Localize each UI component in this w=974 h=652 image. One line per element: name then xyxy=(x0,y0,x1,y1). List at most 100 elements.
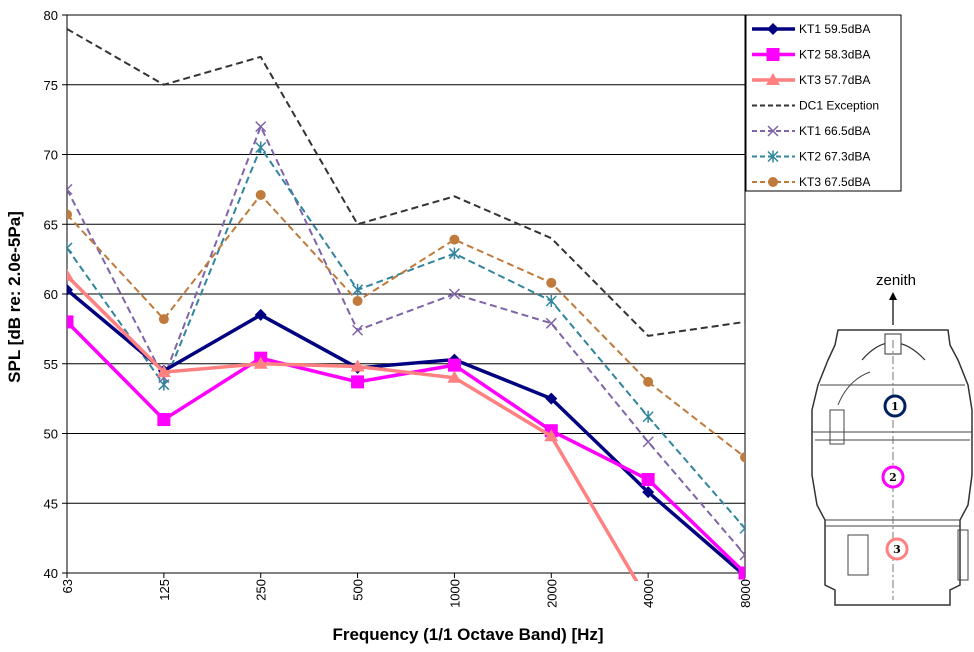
series-kt3-57-7dba xyxy=(67,268,639,581)
series-line-kt3-67-5dba xyxy=(67,193,745,459)
legend: KT1 59.5dBA KT2 58.3dBA KT3 57.7dBA DC1 Exc… xyxy=(745,14,902,192)
position-2-marker xyxy=(881,465,905,489)
y-tick-label: 75 xyxy=(44,78,58,93)
series-kt2-67-3dba xyxy=(67,141,745,535)
data-point-kt3-67-5dba xyxy=(255,189,266,200)
y-axis-title: SPL [dB re: 2.0e-5Pa] xyxy=(5,211,24,383)
data-point-kt3-57-7dba xyxy=(253,356,268,369)
x-tick-label: 8000 xyxy=(738,579,753,608)
module-duct xyxy=(837,371,871,406)
series-line-kt2-58-3dba xyxy=(67,320,745,575)
data-point-kt3-67-5dba xyxy=(546,277,557,288)
series-line-dc1-exception xyxy=(67,28,745,337)
zenith-arrowhead xyxy=(889,292,897,300)
module-equipment-base xyxy=(847,534,869,576)
y-tick-label: 60 xyxy=(44,287,58,302)
grid-lines xyxy=(67,84,745,504)
data-point-kt3-67-5dba xyxy=(643,376,654,387)
y-tick-label: 45 xyxy=(44,496,58,511)
legend-marker-kt3-57-7dba xyxy=(766,73,780,85)
legend-marker-kt2-67-3dba xyxy=(767,150,779,163)
data-point-kt2-67-3dba xyxy=(255,141,267,154)
y-tick-label: 50 xyxy=(44,427,58,442)
x-tick-label: 63 xyxy=(60,579,75,593)
data-point-kt2-58-3dba xyxy=(641,473,655,487)
x-tick-label: 125 xyxy=(157,579,172,601)
data-point-kt3-67-5dba xyxy=(449,234,460,245)
data-point-kt2-58-3dba xyxy=(67,315,74,329)
data-point-kt1-66-5dba xyxy=(642,436,654,448)
y-axis-ticks: 40 45 50 55 60 65 70 75 80 xyxy=(44,8,67,581)
data-point-kt2-67-3dba xyxy=(67,241,73,254)
data-point-kt2-67-3dba xyxy=(352,283,364,296)
data-point-kt2-58-3dba xyxy=(351,375,365,389)
series-kt3-67-5dba xyxy=(67,189,745,463)
legend-marker-kt3-67-5dba xyxy=(768,177,778,187)
legend-label-kt3-67-5dba: KT3 67.5dBA xyxy=(799,175,870,189)
data-point-kt3-57-7dba xyxy=(544,429,559,442)
data-point-kt1-59-5dba xyxy=(545,392,558,405)
data-point-kt3-67-5dba xyxy=(740,452,745,463)
data-point-kt2-58-3dba xyxy=(738,566,745,580)
data-point-kt3-67-5dba xyxy=(352,295,363,306)
data-point-kt3-57-7dba xyxy=(156,365,171,378)
data-point-kt1-66-5dba xyxy=(739,549,745,561)
data-point-kt3-57-7dba xyxy=(447,370,462,383)
series-line-kt1-66-5dba xyxy=(67,125,745,556)
legend-label-kt2-58-3dba: KT2 58.3dBA xyxy=(799,48,870,62)
y-tick-label: 40 xyxy=(44,566,58,581)
data-point-kt2-58-3dba xyxy=(447,358,461,372)
legend-label-kt1-59-5dba: KT1 59.5dBA xyxy=(799,22,870,36)
series-line-kt3-57-7dba xyxy=(67,274,639,581)
position-2-label: 2 xyxy=(889,471,897,484)
legend-label-kt1-66-5dba: KT1 66.5dBA xyxy=(799,124,870,138)
series-group xyxy=(67,28,745,581)
data-point-kt1-66-5dba xyxy=(448,288,460,300)
legend-label-dc1-exception: DC1 Exception xyxy=(799,99,879,113)
position-1-label: 1 xyxy=(891,400,899,413)
series-dc1-exception xyxy=(67,28,745,337)
position-3-label: 3 xyxy=(893,543,901,556)
x-axis-ticks: 63 125 250 500 1000 2000 4000 8000 xyxy=(60,573,753,608)
data-point-kt2-67-3dba xyxy=(545,294,557,307)
zenith-label: zenith xyxy=(876,272,916,289)
y-tick-label: 80 xyxy=(44,8,58,23)
module-equipment-left xyxy=(829,409,845,445)
legend-label-kt2-67-3dba: KT2 67.3dBA xyxy=(799,150,870,164)
x-tick-label: 4000 xyxy=(641,579,656,608)
series-line-kt2-67-3dba xyxy=(67,146,745,530)
position-1-marker xyxy=(883,394,907,418)
legend-marker-kt2-58-3dba xyxy=(766,48,780,61)
x-tick-label: 500 xyxy=(351,579,366,601)
module-equipment-right xyxy=(957,529,969,581)
y-tick-label: 65 xyxy=(44,217,58,232)
x-axis-title: Frequency (1/1 Octave Band) [Hz] xyxy=(332,625,603,644)
data-point-kt1-59-5dba xyxy=(254,308,267,321)
data-point-kt2-67-3dba xyxy=(158,378,170,391)
series-kt1-59-5dba xyxy=(67,283,745,578)
data-point-kt3-57-7dba xyxy=(350,359,365,372)
data-point-kt2-58-3dba xyxy=(157,413,171,427)
legend-label-kt3-57-7dba: KT3 57.7dBA xyxy=(799,73,870,87)
legend-marker-kt1-59-5dba xyxy=(767,23,779,35)
data-point-kt3-57-7dba xyxy=(67,268,74,281)
legend-box xyxy=(745,14,902,192)
series-kt1-66-5dba xyxy=(67,121,745,561)
data-point-kt1-66-5dba xyxy=(545,317,557,329)
x-tick-label: 1000 xyxy=(447,579,462,608)
data-point-kt2-67-3dba xyxy=(739,522,745,535)
position-3-marker xyxy=(885,537,909,561)
series-line-kt1-59-5dba xyxy=(67,288,745,578)
module-diagram: zenith 1 2 3 xyxy=(811,272,973,606)
data-point-kt1-66-5dba xyxy=(255,121,267,133)
data-point-kt1-66-5dba xyxy=(67,183,73,195)
data-point-kt1-59-5dba xyxy=(642,486,655,499)
data-point-kt3-67-5dba xyxy=(158,314,169,325)
data-point-kt2-67-3dba xyxy=(448,247,460,260)
y-tick-label: 70 xyxy=(44,148,58,163)
y-tick-label: 55 xyxy=(44,357,58,372)
data-point-kt3-67-5dba xyxy=(67,209,72,220)
data-point-kt1-66-5dba xyxy=(352,324,364,336)
legend-marker-kt1-66-5dba xyxy=(767,125,779,137)
